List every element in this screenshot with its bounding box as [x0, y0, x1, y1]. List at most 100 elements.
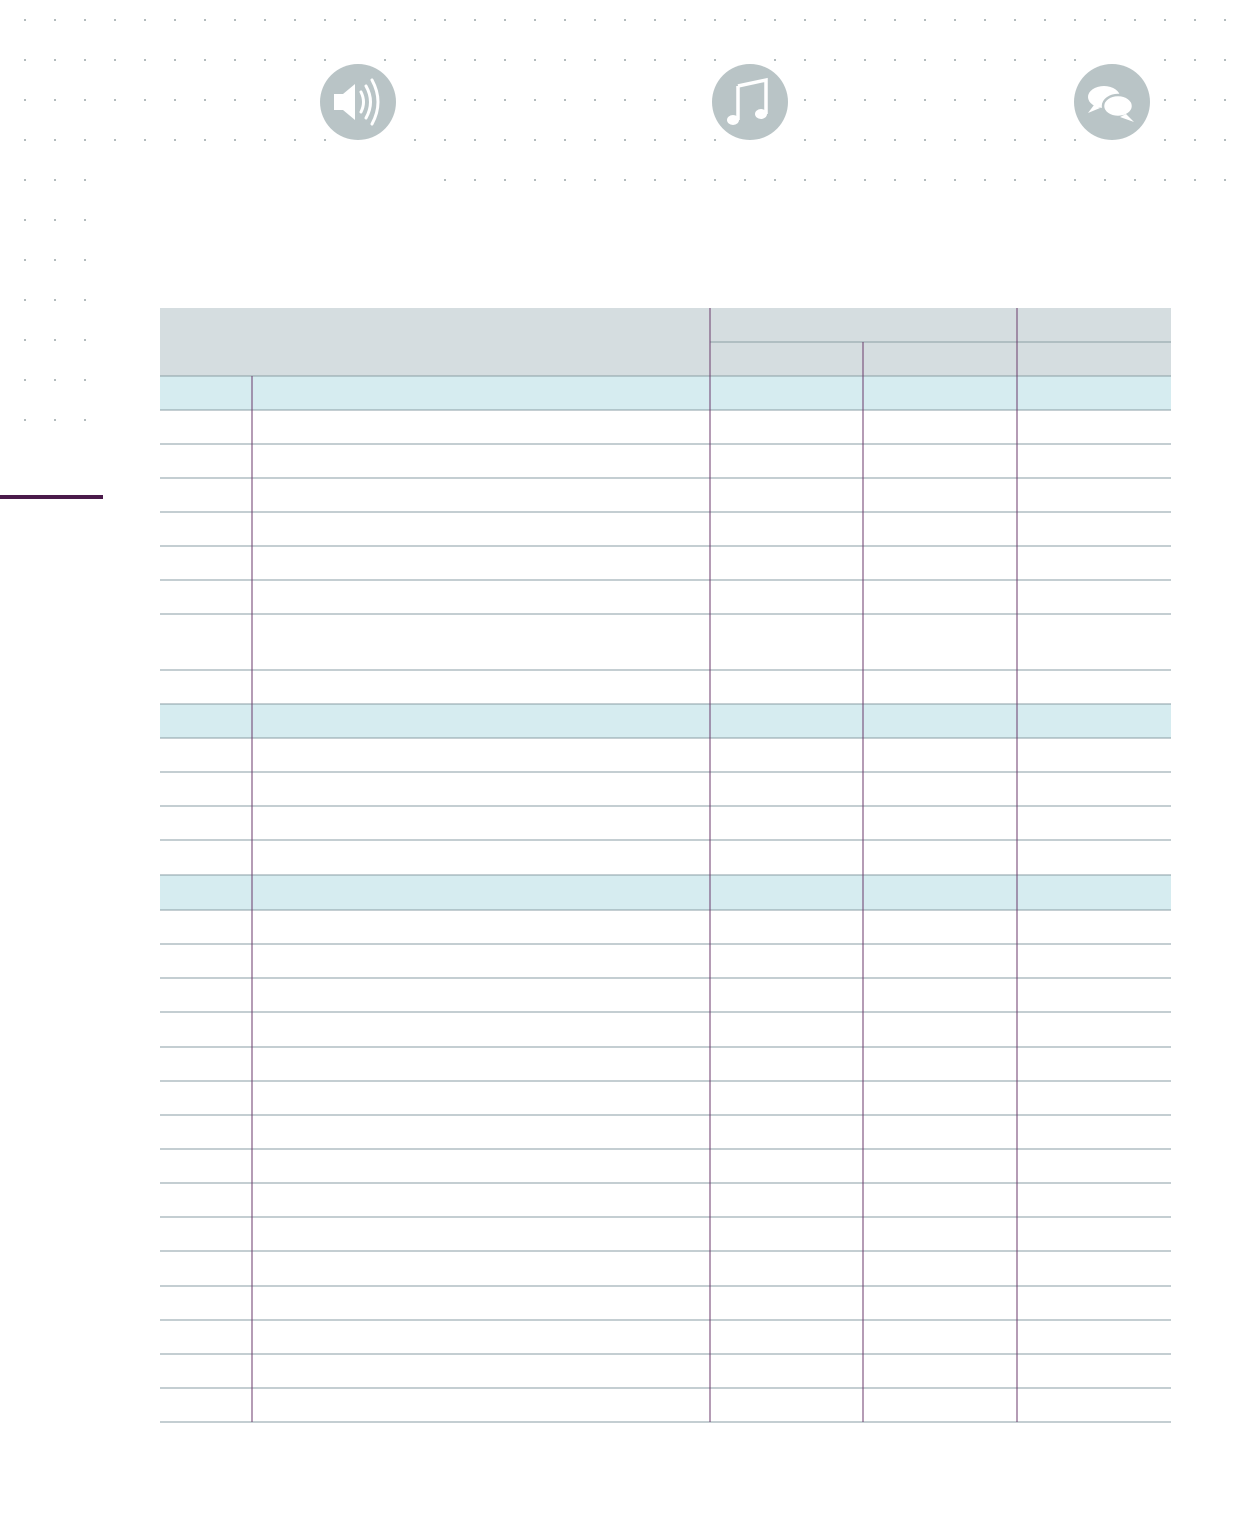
dot: [474, 139, 476, 141]
dot: [654, 179, 656, 181]
dot: [1164, 59, 1166, 61]
dot: [84, 299, 86, 301]
dot: [444, 19, 446, 21]
dot: [1014, 59, 1016, 61]
dot: [174, 19, 176, 21]
bubble-tail: [1088, 105, 1100, 113]
dot: [54, 259, 56, 261]
dot: [84, 219, 86, 221]
dot: [1224, 99, 1226, 101]
dot: [414, 19, 416, 21]
dot: [654, 99, 656, 101]
dot: [1104, 19, 1106, 21]
dot: [234, 139, 236, 141]
dot: [1044, 19, 1046, 21]
dot: [654, 59, 656, 61]
dot: [84, 259, 86, 261]
dot: [54, 19, 56, 21]
dot: [744, 179, 746, 181]
dot: [264, 59, 266, 61]
dot: [24, 179, 26, 181]
dot: [1134, 179, 1136, 181]
dot: [144, 59, 146, 61]
dot: [414, 139, 416, 141]
dot: [144, 19, 146, 21]
dot: [684, 179, 686, 181]
bubble-front: [1101, 93, 1135, 119]
dot: [984, 179, 986, 181]
dot: [84, 379, 86, 381]
dot: [24, 99, 26, 101]
dot: [24, 299, 26, 301]
dot: [84, 179, 86, 181]
dot: [954, 19, 956, 21]
dot: [744, 19, 746, 21]
dot: [714, 19, 716, 21]
dot: [1074, 139, 1076, 141]
dot: [1014, 139, 1016, 141]
dot: [624, 179, 626, 181]
dot: [624, 19, 626, 21]
dot: [444, 99, 446, 101]
dot: [984, 139, 986, 141]
dot: [804, 139, 806, 141]
dot: [984, 99, 986, 101]
dot: [114, 59, 116, 61]
dot: [264, 139, 266, 141]
dot: [84, 59, 86, 61]
dot: [1044, 59, 1046, 61]
dot: [1044, 99, 1046, 101]
dot: [444, 59, 446, 61]
dot: [24, 259, 26, 261]
dot: [924, 179, 926, 181]
dot: [54, 419, 56, 421]
icon-circle: [712, 64, 788, 140]
dot: [504, 99, 506, 101]
dot: [84, 339, 86, 341]
dot: [24, 379, 26, 381]
dot: [384, 59, 386, 61]
dot: [1194, 59, 1196, 61]
dot: [984, 59, 986, 61]
dot: [654, 19, 656, 21]
dot: [114, 99, 116, 101]
icon-circle: [320, 64, 396, 140]
dot: [594, 99, 596, 101]
dot: [234, 99, 236, 101]
dot-pattern: [24, 19, 1226, 421]
dot: [834, 179, 836, 181]
dot: [1164, 19, 1166, 21]
dot: [864, 99, 866, 101]
dot: [954, 99, 956, 101]
dot: [624, 139, 626, 141]
dot: [774, 19, 776, 21]
dot: [564, 179, 566, 181]
dot: [894, 59, 896, 61]
dot: [864, 179, 866, 181]
dot: [894, 99, 896, 101]
dot: [24, 19, 26, 21]
dot: [324, 19, 326, 21]
dot: [294, 59, 296, 61]
dot: [84, 419, 86, 421]
section-row: [160, 704, 1171, 738]
dot: [204, 99, 206, 101]
dot: [54, 179, 56, 181]
bubble-tail: [1120, 114, 1134, 122]
dot: [54, 339, 56, 341]
note-stems: [736, 77, 768, 120]
dot: [504, 19, 506, 21]
dot: [984, 19, 986, 21]
dot: [174, 99, 176, 101]
dot: [684, 59, 686, 61]
dot: [1104, 179, 1106, 181]
dot: [804, 179, 806, 181]
dot: [24, 139, 26, 141]
dot: [684, 139, 686, 141]
dot: [324, 139, 326, 141]
dot: [174, 59, 176, 61]
dot: [624, 99, 626, 101]
dot: [204, 59, 206, 61]
